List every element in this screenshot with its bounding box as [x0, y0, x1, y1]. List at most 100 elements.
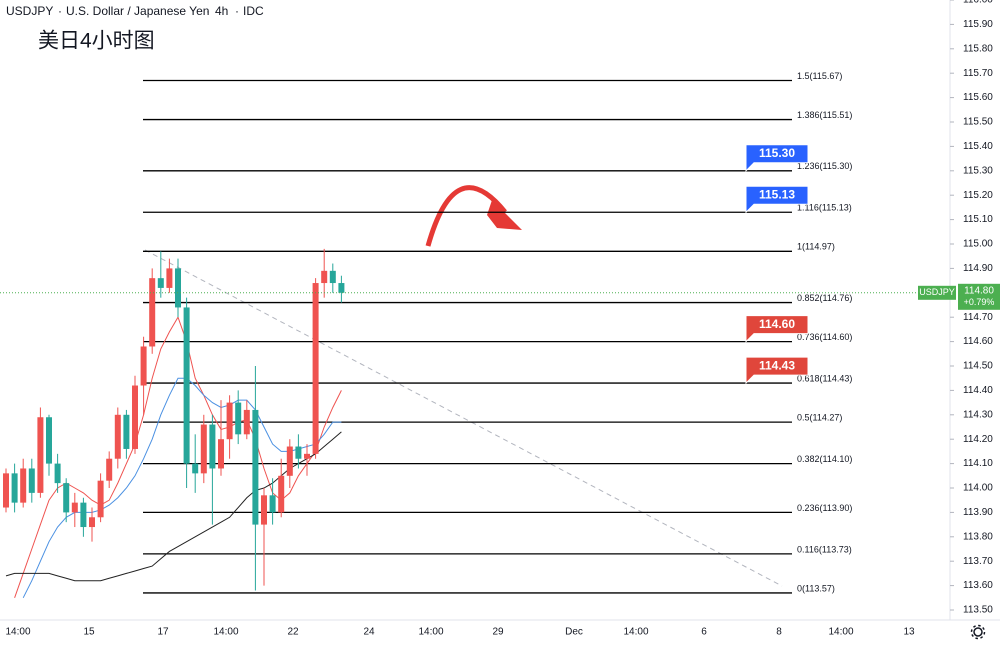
candle-body	[312, 283, 319, 454]
candle-body	[11, 473, 18, 503]
symbol-tag-label: USDJPY	[919, 287, 955, 297]
settings-icon[interactable]	[970, 624, 986, 640]
candle-body	[338, 283, 345, 293]
interval: 4h	[215, 4, 228, 18]
source: IDC	[243, 4, 264, 18]
symbol-tag	[918, 285, 956, 300]
candle-body	[175, 268, 181, 308]
candle-body	[209, 424, 216, 469]
price-callout: 114.43	[745, 356, 809, 385]
trend-line	[144, 249, 783, 587]
x-tick-label: 14:00	[828, 627, 853, 638]
candle-body	[261, 495, 267, 525]
moving-average	[5, 431, 342, 582]
y-tick-label: 115.10	[963, 214, 993, 225]
x-tick-label: 13	[903, 627, 915, 638]
candle-body	[252, 409, 259, 525]
candle-body	[183, 307, 190, 464]
y-tick-label: 114.20	[963, 434, 993, 445]
price-tag	[958, 283, 1000, 310]
price-callout: 115.30	[745, 144, 809, 173]
candle-body	[37, 417, 44, 493]
candle-body	[132, 385, 138, 449]
candle-body	[192, 463, 199, 474]
candle-body	[226, 402, 233, 440]
y-tick-label: 114.50	[963, 361, 993, 372]
candle-body	[46, 417, 52, 464]
y-tick-label: 113.60	[963, 580, 993, 591]
y-tick-label: 115.50	[963, 117, 993, 128]
price-callout: 115.13	[745, 185, 809, 214]
y-tick-label: 114.90	[963, 263, 993, 274]
instrument-name: U.S. Dollar / Japanese Yen	[66, 4, 209, 18]
fib-label: 0(113.57)	[797, 583, 835, 593]
y-tick-label: 113.90	[963, 507, 993, 518]
header: USDJPY · U.S. Dollar / Japanese Yen · 4h…	[6, 4, 264, 18]
callout-label: 114.43	[759, 358, 795, 372]
candle-body	[286, 446, 293, 476]
y-tick-label: 114.00	[963, 483, 993, 494]
fib-label: 1.5(115.67)	[797, 71, 842, 81]
fib-label: 0.116(113.73)	[797, 544, 852, 554]
fib-label: 0.618(114.43)	[797, 373, 852, 383]
symbol: USDJPY	[6, 4, 53, 18]
candle-body	[304, 453, 310, 459]
callout-box	[745, 185, 809, 214]
y-tick-label: 116.00	[963, 0, 993, 6]
candle-body	[235, 402, 242, 435]
candle-body	[28, 468, 35, 493]
sep: ·	[206, 4, 210, 18]
y-tick-label: 114.30	[963, 409, 993, 420]
arrow	[425, 185, 507, 247]
callout-box	[745, 356, 809, 385]
callout-box	[745, 144, 809, 173]
candle-body	[200, 424, 207, 474]
fib-label: 1.236(115.30)	[797, 161, 852, 171]
y-tick-label: 115.00	[963, 239, 993, 250]
candle-body	[278, 475, 285, 513]
candle-body	[123, 414, 130, 449]
candle-body	[54, 463, 61, 484]
y-tick-label: 114.70	[963, 312, 993, 323]
x-tick-label: 29	[492, 627, 504, 638]
fib-label: 1(114.97)	[797, 242, 835, 252]
sep: ·	[235, 4, 239, 18]
candle-body	[20, 468, 27, 503]
y-tick-label: 114.10	[963, 458, 993, 469]
candle-body	[243, 409, 250, 435]
x-tick-label: 14:00	[623, 627, 648, 638]
fib-label: 0.236(113.90)	[797, 503, 852, 513]
x-tick-label: 14:00	[5, 627, 30, 638]
y-tick-label: 115.30	[963, 165, 993, 176]
candle-body	[149, 278, 156, 347]
x-tick-label: 14:00	[213, 627, 238, 638]
x-tick-label: 15	[83, 627, 95, 638]
price-tag-label: 114.80	[964, 285, 994, 296]
y-tick-label: 115.20	[963, 190, 993, 201]
x-tick-label: 24	[363, 627, 375, 638]
x-tick-label: 22	[287, 627, 299, 638]
sep: ·	[58, 4, 62, 18]
callout-box	[745, 315, 809, 343]
callout-label: 114.60	[759, 317, 795, 331]
y-tick-label: 113.70	[963, 556, 993, 567]
candle-body	[157, 278, 164, 288]
price-callout: 114.60	[745, 315, 809, 343]
y-tick-label: 115.70	[963, 68, 993, 79]
candle-body	[269, 495, 276, 513]
fib-label: 0.852(114.76)	[797, 293, 852, 303]
candle-body	[97, 480, 104, 518]
y-tick-label: 115.80	[963, 43, 993, 54]
fib-label: 0.736(114.60)	[797, 332, 852, 342]
x-tick-label: 17	[157, 627, 169, 638]
candle-body	[114, 414, 121, 459]
y-tick-label: 115.90	[963, 19, 993, 30]
price-change-label: +0.79%	[964, 297, 995, 307]
callout-label: 115.13	[759, 187, 795, 201]
fib-label: 1.116(115.13)	[797, 203, 852, 213]
fib-label: 0.5(114.27)	[797, 412, 842, 422]
candle-body	[106, 458, 113, 481]
x-tick-label: 14:00	[418, 627, 443, 638]
candle-body	[80, 502, 87, 528]
